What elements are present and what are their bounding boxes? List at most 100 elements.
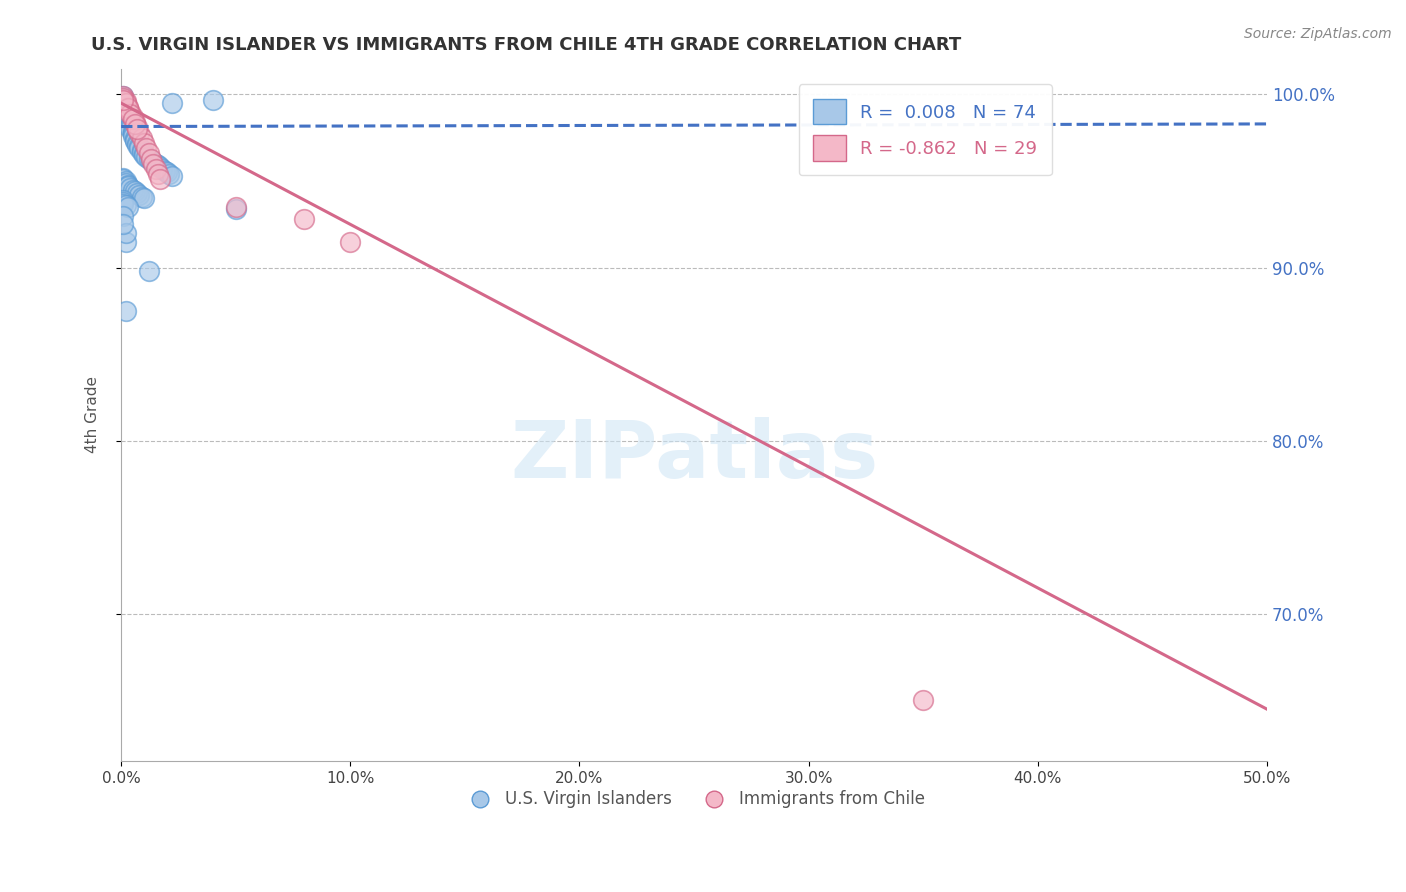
Point: [112, 172, 135, 186]
Point: [112, 91, 135, 105]
Point: [114, 174, 136, 188]
Y-axis label: 4th Grade: 4th Grade: [86, 376, 100, 453]
Point: [114, 176, 136, 190]
Point: [139, 152, 162, 166]
Point: [225, 202, 247, 216]
Point: [120, 122, 142, 136]
Point: [149, 172, 172, 186]
Point: [114, 235, 136, 249]
Point: [131, 130, 153, 145]
Point: [128, 188, 150, 202]
Point: [112, 93, 135, 107]
Point: [160, 169, 183, 183]
Text: Source: ZipAtlas.com: Source: ZipAtlas.com: [1244, 27, 1392, 41]
Point: [114, 226, 136, 240]
Text: ZIPatlas: ZIPatlas: [510, 417, 879, 495]
Point: [112, 95, 135, 109]
Point: [127, 186, 149, 201]
Point: [131, 145, 153, 159]
Point: [156, 165, 179, 179]
Point: [124, 117, 146, 131]
Point: [117, 200, 139, 214]
Point: [150, 161, 173, 176]
Point: [114, 198, 136, 212]
Point: [135, 150, 157, 164]
Point: [121, 124, 143, 138]
Point: [117, 113, 139, 128]
Point: [138, 146, 160, 161]
Point: [121, 183, 143, 197]
Point: [120, 117, 142, 131]
Point: [121, 112, 143, 126]
Point: [124, 134, 146, 148]
Point: [112, 89, 135, 103]
Point: [146, 167, 169, 181]
Point: [112, 89, 135, 103]
Point: [114, 101, 136, 115]
Point: [117, 115, 139, 129]
Text: U.S. VIRGIN ISLANDER VS IMMIGRANTS FROM CHILE 4TH GRADE CORRELATION CHART: U.S. VIRGIN ISLANDER VS IMMIGRANTS FROM …: [91, 36, 962, 54]
Point: [114, 98, 136, 112]
Point: [225, 200, 247, 214]
Point: [121, 110, 143, 124]
Point: [128, 139, 150, 153]
Point: [112, 96, 135, 111]
Point: [127, 136, 149, 150]
Point: [132, 148, 155, 162]
Point: [912, 693, 935, 707]
Point: [114, 95, 136, 109]
Point: [117, 110, 139, 124]
Point: [124, 132, 146, 146]
Point: [201, 93, 224, 107]
Point: [117, 100, 139, 114]
Point: [124, 185, 146, 199]
Point: [139, 153, 162, 168]
Point: [128, 126, 150, 140]
Point: [114, 103, 136, 117]
Point: [112, 170, 135, 185]
Point: [114, 304, 136, 318]
Point: [117, 178, 139, 192]
Point: [114, 104, 136, 119]
Point: [127, 120, 149, 135]
Point: [153, 163, 176, 178]
Legend: U.S. Virgin Islanders, Immigrants from Chile: U.S. Virgin Islanders, Immigrants from C…: [457, 784, 931, 815]
Point: [135, 141, 157, 155]
Point: [120, 181, 142, 195]
Point: [124, 130, 146, 145]
Point: [132, 191, 155, 205]
Point: [112, 194, 135, 209]
Point: [128, 141, 150, 155]
Point: [112, 93, 135, 107]
Point: [112, 196, 135, 211]
Point: [149, 160, 172, 174]
Point: [145, 157, 167, 171]
Point: [160, 96, 183, 111]
Point: [114, 96, 136, 111]
Point: [121, 126, 143, 140]
Point: [127, 122, 149, 136]
Point: [145, 161, 167, 176]
Point: [117, 108, 139, 122]
Point: [112, 218, 135, 232]
Point: [120, 104, 142, 119]
Point: [117, 101, 139, 115]
Point: [132, 146, 155, 161]
Point: [114, 106, 136, 120]
Point: [146, 159, 169, 173]
Point: [112, 193, 135, 207]
Point: [121, 129, 143, 144]
Point: [112, 209, 135, 223]
Point: [294, 212, 316, 227]
Point: [127, 137, 149, 152]
Point: [131, 143, 153, 157]
Point: [120, 106, 142, 120]
Point: [142, 155, 165, 169]
Point: [132, 136, 155, 150]
Point: [120, 119, 142, 133]
Point: [117, 179, 139, 194]
Point: [114, 100, 136, 114]
Point: [142, 157, 165, 171]
Point: [131, 189, 153, 203]
Point: [121, 128, 143, 142]
